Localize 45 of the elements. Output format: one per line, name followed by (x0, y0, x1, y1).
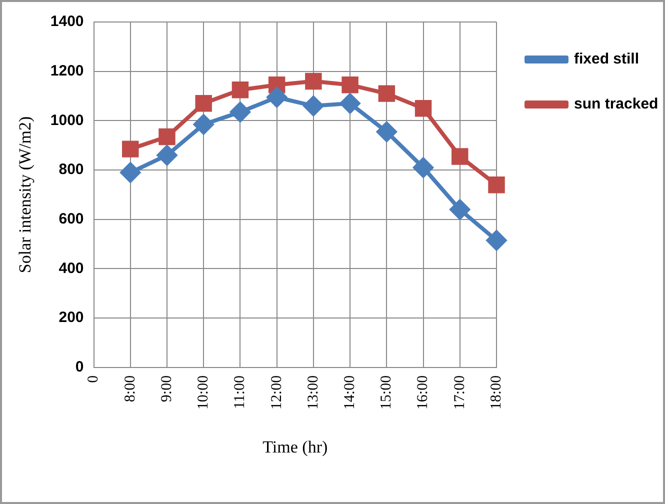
point (232, 81, 249, 98)
x-tick-label: 15:00 (378, 375, 395, 410)
point (342, 76, 358, 94)
y-tick-label: 600 (58, 210, 84, 228)
point (120, 162, 140, 183)
point (488, 176, 505, 194)
point (340, 93, 360, 114)
legend-label: sun tracked (574, 96, 658, 113)
x-axis-title: Time (hr) (262, 437, 328, 456)
x-tick-label: 12:00 (268, 375, 285, 410)
point (194, 114, 214, 134)
point (303, 96, 324, 116)
legend-label: fixed still (574, 50, 640, 68)
point (378, 85, 396, 102)
point (450, 200, 470, 220)
y-tick-label: 1000 (50, 112, 84, 129)
x-tick-label: 17:00 (452, 375, 468, 410)
y-tick-label: 0 (75, 358, 84, 376)
x-tick-label: 18:00 (488, 375, 504, 410)
point (376, 122, 397, 142)
y-tick-label: 400 (58, 260, 84, 277)
point (230, 102, 250, 122)
x-tick-label: 8:00 (122, 375, 138, 402)
point (156, 145, 177, 166)
point (122, 140, 139, 158)
x-tick-label: 11:00 (232, 375, 248, 410)
x-tick-label: 10:00 (196, 375, 212, 410)
x-tick-label: 0 (86, 375, 102, 383)
point (158, 128, 176, 146)
y-tick-label: 1200 (50, 62, 84, 80)
point (413, 158, 434, 178)
point (452, 148, 468, 165)
x-tick-label: 13:00 (305, 375, 322, 410)
x-tick-label: 14:00 (342, 375, 358, 410)
y-tick-label: 200 (58, 309, 84, 326)
y-tick-label: 800 (58, 161, 84, 178)
point (266, 87, 287, 108)
point (305, 72, 322, 90)
x-tick-label: 16:00 (415, 375, 432, 410)
y-tick-label: 1400 (50, 13, 84, 30)
point (414, 100, 432, 117)
point (486, 230, 506, 250)
x-tick-label: 9:00 (158, 375, 175, 402)
y-axis-title: Solar intensity (W/m2) (16, 116, 35, 274)
point (195, 95, 212, 112)
